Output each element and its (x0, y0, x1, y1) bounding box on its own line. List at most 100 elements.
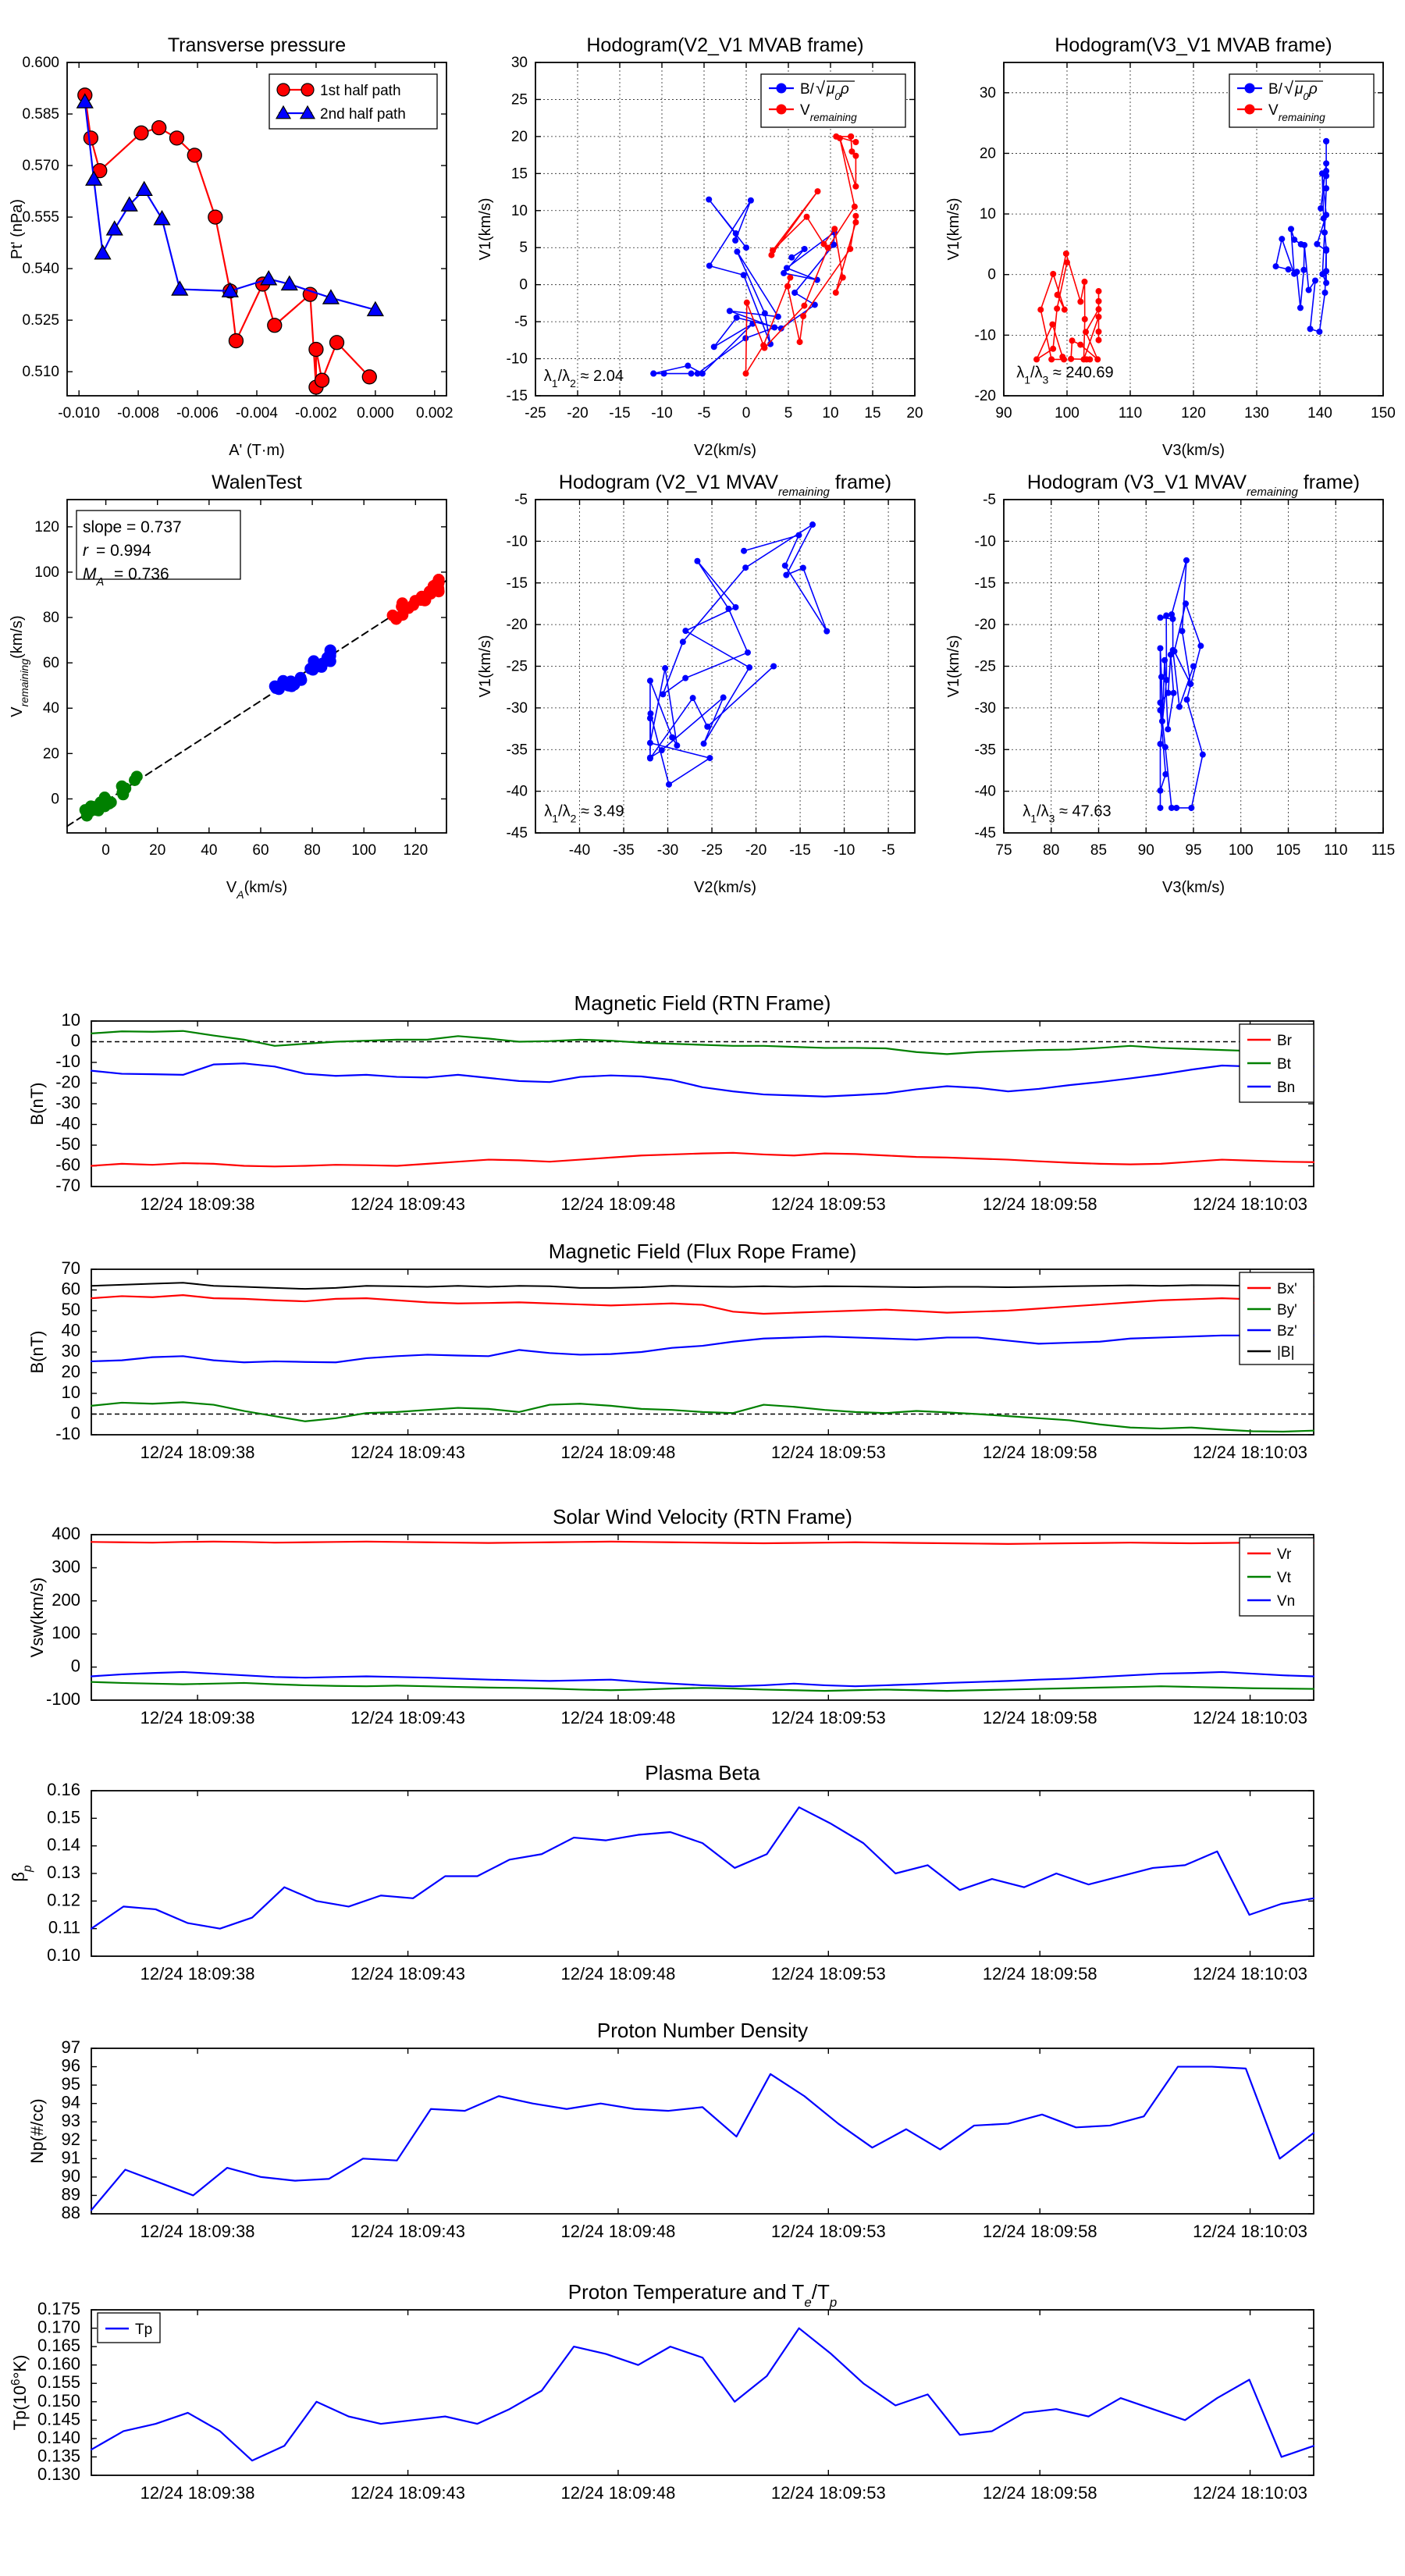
svg-text:12/24 18:09:48: 12/24 18:09:48 (561, 1964, 676, 1984)
svg-text:12/24 18:09:43: 12/24 18:09:43 (350, 2483, 465, 2503)
svg-text:12/24 18:09:43: 12/24 18:09:43 (350, 1443, 465, 1462)
svg-text:Tp(106°K): Tp(106°K) (9, 2355, 30, 2431)
svg-text:80: 80 (1043, 842, 1059, 859)
svg-text:25: 25 (511, 91, 528, 108)
svg-text:-45: -45 (507, 825, 528, 841)
svg-text:0.135: 0.135 (37, 2446, 80, 2465)
svg-text:88: 88 (62, 2203, 80, 2222)
svg-text:Pt' (nPa): Pt' (nPa) (9, 199, 26, 259)
svg-text:0.10: 0.10 (47, 1945, 80, 1965)
svg-text:12/24 18:09:58: 12/24 18:09:58 (983, 2222, 1097, 2241)
svg-text:0: 0 (71, 1404, 80, 1423)
svg-text:60: 60 (62, 1279, 80, 1299)
svg-text:5: 5 (519, 240, 528, 256)
svg-text:V1(km/s): V1(km/s) (945, 635, 962, 698)
svg-text:50: 50 (62, 1300, 80, 1319)
svg-text:-10: -10 (975, 327, 996, 343)
svg-text:0.002: 0.002 (416, 405, 454, 422)
svg-text:85: 85 (1090, 842, 1107, 859)
svg-text:-20: -20 (567, 405, 588, 422)
svg-text:12/24 18:09:58: 12/24 18:09:58 (983, 1708, 1097, 1727)
svg-text:= 0.994: = 0.994 (96, 542, 151, 560)
svg-text:0: 0 (71, 1031, 80, 1051)
svg-text:-15: -15 (507, 575, 528, 592)
svg-text:15: 15 (511, 165, 528, 182)
svg-text:12/24 18:10:03: 12/24 18:10:03 (1193, 2483, 1307, 2503)
svg-text:12/24 18:09:53: 12/24 18:09:53 (771, 2483, 886, 2503)
svg-text:-35: -35 (507, 742, 528, 758)
svg-text:12/24 18:09:53: 12/24 18:09:53 (771, 1194, 886, 1214)
svg-text:-5: -5 (882, 842, 895, 859)
svg-text:89: 89 (62, 2184, 80, 2204)
svg-text:Plasma Beta: Plasma Beta (645, 1761, 760, 1784)
svg-text:-40: -40 (55, 1114, 80, 1133)
svg-text:120: 120 (1181, 405, 1206, 422)
svg-text:91: 91 (62, 2147, 80, 2167)
svg-text:|B|: |B| (1277, 1344, 1295, 1361)
svg-text:-5: -5 (698, 405, 711, 422)
svg-text:r: r (83, 542, 89, 560)
svg-text:0.140: 0.140 (37, 2428, 80, 2447)
svg-text:0: 0 (987, 267, 996, 283)
svg-text:V1(km/s): V1(km/s) (945, 198, 962, 261)
svg-text:Bt: Bt (1277, 1056, 1292, 1073)
svg-text:105: 105 (1276, 842, 1301, 859)
svg-text:-40: -40 (975, 784, 996, 800)
svg-text:60: 60 (43, 655, 59, 671)
svg-text:0.16: 0.16 (47, 1780, 80, 1799)
svg-text:0.145: 0.145 (37, 2409, 80, 2428)
svg-text:80: 80 (304, 842, 321, 859)
svg-text:-20: -20 (507, 617, 528, 633)
svg-text:-0.010: -0.010 (58, 405, 100, 422)
svg-text:= 0.736: = 0.736 (114, 565, 169, 583)
svg-text:V3(km/s): V3(km/s) (1162, 879, 1225, 896)
svg-text:93: 93 (62, 2111, 80, 2130)
svg-text:20: 20 (511, 129, 528, 145)
svg-text:Vr: Vr (1277, 1546, 1292, 1563)
svg-text:20: 20 (906, 405, 923, 422)
svg-text:-20: -20 (55, 1073, 80, 1092)
svg-text:Bn: Bn (1277, 1080, 1295, 1096)
svg-text:30: 30 (511, 55, 528, 71)
svg-text:0.150: 0.150 (37, 2391, 80, 2411)
svg-text:-10: -10 (975, 533, 996, 550)
svg-text:Vt: Vt (1277, 1570, 1292, 1586)
svg-text:120: 120 (403, 842, 428, 859)
svg-text:0.160: 0.160 (37, 2354, 80, 2374)
svg-text:12/24 18:09:43: 12/24 18:09:43 (350, 1964, 465, 1984)
svg-text:Br: Br (1277, 1033, 1293, 1049)
svg-text:12/24 18:09:58: 12/24 18:09:58 (983, 1194, 1097, 1214)
svg-text:0.12: 0.12 (47, 1890, 80, 1909)
svg-text:-40: -40 (507, 784, 528, 800)
svg-text:12/24 18:10:03: 12/24 18:10:03 (1193, 2222, 1307, 2241)
svg-text:90: 90 (62, 2166, 80, 2186)
svg-text:-30: -30 (55, 1093, 80, 1112)
svg-text:10: 10 (62, 1010, 80, 1030)
svg-text:30: 30 (980, 85, 996, 101)
svg-text:WalenTest: WalenTest (212, 471, 302, 493)
svg-text:12/24 18:09:58: 12/24 18:09:58 (983, 1443, 1097, 1462)
svg-text:VA(km/s): VA(km/s) (226, 879, 287, 901)
svg-text:12/24 18:09:38: 12/24 18:09:38 (140, 1708, 255, 1727)
svg-text:0.570: 0.570 (22, 158, 59, 174)
svg-text:Hodogram(V2_V1 MVAB frame): Hodogram(V2_V1 MVAB frame) (586, 34, 863, 56)
svg-text:12/24 18:09:38: 12/24 18:09:38 (140, 2483, 255, 2503)
svg-text:-10: -10 (507, 351, 528, 368)
svg-text:0.130: 0.130 (37, 2464, 80, 2484)
svg-text:-50: -50 (55, 1134, 80, 1154)
svg-text:5: 5 (784, 405, 793, 422)
svg-text:120: 120 (34, 519, 59, 535)
svg-text:√: √ (816, 78, 826, 98)
svg-text:Solar Wind Velocity (RTN Frame: Solar Wind Velocity (RTN Frame) (553, 1505, 852, 1528)
svg-text:12/24 18:10:03: 12/24 18:10:03 (1193, 1443, 1307, 1462)
svg-text:40: 40 (43, 700, 59, 717)
svg-text:95: 95 (62, 2074, 80, 2094)
svg-text:12/24 18:09:48: 12/24 18:09:48 (561, 2222, 676, 2241)
svg-text:Proton Number Density: Proton Number Density (597, 2019, 808, 2042)
svg-text:20: 20 (149, 842, 165, 859)
svg-text:12/24 18:09:58: 12/24 18:09:58 (983, 1964, 1097, 1984)
svg-text:-10: -10 (507, 533, 528, 550)
svg-text:0.555: 0.555 (22, 209, 59, 226)
svg-text:0.000: 0.000 (357, 405, 394, 422)
svg-text:B/: B/ (800, 81, 815, 98)
